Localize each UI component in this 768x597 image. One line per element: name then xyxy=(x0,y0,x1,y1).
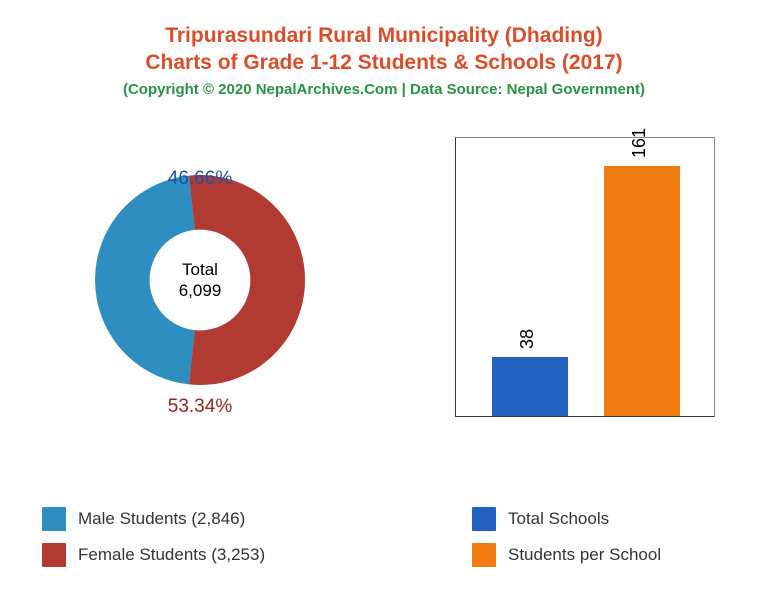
donut-center-total-word: Total xyxy=(182,260,218,279)
legend-text: Female Students (3,253) xyxy=(78,545,265,565)
title-line-2: Charts of Grade 1-12 Students & Schools … xyxy=(0,49,768,76)
donut-legend: Male Students (2,846) Female Students (3,… xyxy=(0,507,400,579)
legend-text: Male Students (2,846) xyxy=(78,509,245,529)
bar xyxy=(604,166,680,416)
legend-swatch xyxy=(42,543,66,567)
legend-item: Female Students (3,253) xyxy=(42,543,400,567)
legend-swatch xyxy=(472,543,496,567)
donut-center-label: Total 6,099 xyxy=(179,259,222,302)
bar-legend: Total Schools Students per School xyxy=(400,507,740,579)
bar xyxy=(492,357,568,416)
donut-chart-panel: Total 6,099 46.66% 53.34% xyxy=(0,135,400,495)
bar-value-label: 38 xyxy=(517,329,538,349)
donut-pct-female: 53.34% xyxy=(168,396,232,418)
legend-swatch xyxy=(42,507,66,531)
copyright-line: (Copyright © 2020 NepalArchives.Com | Da… xyxy=(0,81,768,98)
donut-chart: Total 6,099 46.66% 53.34% xyxy=(90,170,310,390)
legend-text: Students per School xyxy=(508,545,661,565)
legend-swatch xyxy=(472,507,496,531)
legend-item: Total Schools xyxy=(472,507,740,531)
title-line-1: Tripurasundari Rural Municipality (Dhadi… xyxy=(0,22,768,49)
legend-text: Total Schools xyxy=(508,509,609,529)
bar-chart-plot: 38161 xyxy=(455,137,715,417)
legend-item: Students per School xyxy=(472,543,740,567)
bar-chart-panel: 38161 xyxy=(400,135,730,495)
charts-area: Total 6,099 46.66% 53.34% 38161 xyxy=(0,135,768,495)
chart-header: Tripurasundari Rural Municipality (Dhadi… xyxy=(0,0,768,98)
donut-center-total-value: 6,099 xyxy=(179,281,222,300)
donut-pct-male: 46.66% xyxy=(168,168,232,190)
legends-row: Male Students (2,846) Female Students (3,… xyxy=(0,507,768,579)
legend-item: Male Students (2,846) xyxy=(42,507,400,531)
bar-value-label: 161 xyxy=(629,128,650,158)
